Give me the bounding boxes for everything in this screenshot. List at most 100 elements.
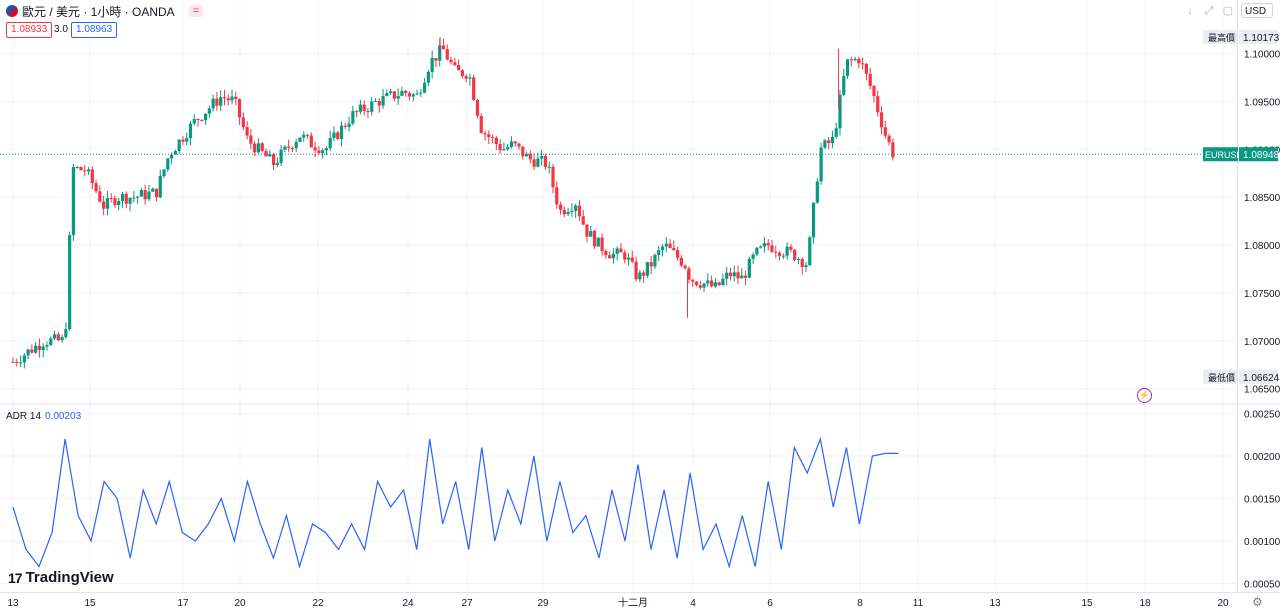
candle-body [426, 71, 430, 83]
candle-body [672, 248, 676, 251]
indicator-tick-label: 0.00050 [1244, 580, 1280, 591]
candle-body [660, 246, 665, 251]
price-tick-label: 1.07500 [1244, 289, 1280, 300]
candle-body [849, 59, 853, 61]
candle-body [796, 259, 801, 261]
candle-body [343, 125, 347, 127]
candle-body [400, 90, 404, 96]
time-tick-label: 18 [1139, 598, 1151, 609]
candle-body [657, 250, 661, 255]
candle-body [147, 191, 151, 200]
candle-body [438, 45, 442, 61]
candle-body [770, 245, 774, 252]
candle-body [664, 243, 668, 247]
candle-body [815, 181, 819, 203]
candle-body [222, 97, 227, 99]
candle-body [698, 285, 702, 288]
candle-body [691, 279, 695, 282]
candle-body [177, 139, 181, 152]
time-tick-label: 15 [84, 598, 96, 609]
maximize-icon[interactable]: ⤢ [1204, 5, 1214, 17]
candle-body [256, 143, 261, 153]
candle-body [479, 115, 483, 134]
candle-body [52, 334, 57, 339]
candle-body [879, 112, 884, 128]
arrow-down-icon[interactable]: ↓ [1187, 5, 1193, 17]
candle-body [834, 128, 838, 137]
candle-body [407, 93, 412, 97]
candle-body [336, 132, 340, 140]
candle-body [56, 334, 60, 341]
candle-body [589, 231, 593, 237]
candle-body [762, 243, 767, 247]
last-symbol: EURUSD [1205, 150, 1244, 160]
candles [11, 37, 895, 369]
indicator-value: 0.00203 [45, 411, 82, 422]
candle-body [351, 111, 355, 124]
candle-body [373, 101, 378, 103]
gear-icon[interactable]: ⚙ [1252, 595, 1263, 609]
candle-body [37, 345, 42, 351]
candle-body [237, 99, 242, 118]
fullscreen-icon[interactable]: ▢ [1222, 5, 1234, 17]
candle-body [358, 104, 363, 112]
candle-body [521, 146, 525, 157]
bid-price-button[interactable]: 1.08933 [6, 22, 53, 38]
time-axis: 13 15 17 20 22 24 27 29 十二月 4 6 8 11 13 15 18 20 [7, 596, 1229, 609]
candle-body [339, 125, 344, 140]
low-price-tag-label-bg [1203, 369, 1237, 384]
candle-body [283, 146, 287, 150]
candle-body [524, 153, 529, 157]
flash-icon[interactable]: ⚡ [1137, 388, 1152, 403]
candle-body [139, 190, 143, 197]
candle-body [709, 280, 714, 287]
candle-body [804, 265, 808, 268]
tradingview-logo: 17 TradingView [8, 569, 114, 586]
candle-body [298, 137, 302, 142]
candle-body [234, 96, 238, 100]
candle-body [41, 346, 45, 351]
candle-body [475, 99, 480, 116]
candle-body [721, 278, 725, 286]
candle-body [120, 193, 125, 201]
candle-body [136, 196, 140, 198]
time-tick-label: 20 [234, 598, 246, 609]
time-tick-label: 11 [913, 598, 924, 609]
indicator-legend[interactable]: ADR 14 0.00203 [6, 411, 81, 422]
high-price-tag-value: 1.10173 [1243, 33, 1280, 44]
candle-body [321, 150, 325, 154]
candle-body [725, 272, 729, 279]
candle-body [713, 282, 717, 287]
low-price-tag: 最低價 1.06624 [1203, 369, 1280, 384]
last-value-bg [1239, 147, 1278, 162]
time-tick-label: 29 [537, 598, 549, 609]
candle-body [30, 349, 34, 353]
candle-body [268, 154, 272, 157]
indicator-tick-label: 0.00200 [1244, 452, 1280, 463]
candle-body [113, 198, 117, 206]
indicator-tick-label: 0.00100 [1244, 537, 1280, 548]
candle-body [566, 211, 570, 215]
candle-body [173, 151, 177, 155]
ask-price-button[interactable]: 1.08963 [71, 22, 118, 38]
candle-body [728, 272, 733, 277]
candle-body [290, 147, 295, 149]
compare-icon[interactable]: = [188, 5, 204, 17]
candle-body [540, 156, 544, 159]
currency-pair-icon [6, 5, 18, 17]
symbol-header[interactable]: 歐元 / 美元 · 1小時 · OANDA = [6, 3, 204, 19]
candle-body [219, 97, 223, 106]
candle-body [456, 64, 461, 71]
candle-body [543, 156, 548, 167]
candle-body [743, 275, 748, 278]
candle-body [838, 94, 842, 129]
candle-body [679, 257, 683, 266]
candle-body [868, 73, 872, 87]
candle-body [623, 252, 627, 260]
candle-body [279, 149, 283, 163]
candle-body [98, 191, 102, 202]
candle-body [823, 140, 827, 148]
candle-body [532, 159, 536, 167]
currency-select[interactable]: USD [1241, 3, 1273, 18]
